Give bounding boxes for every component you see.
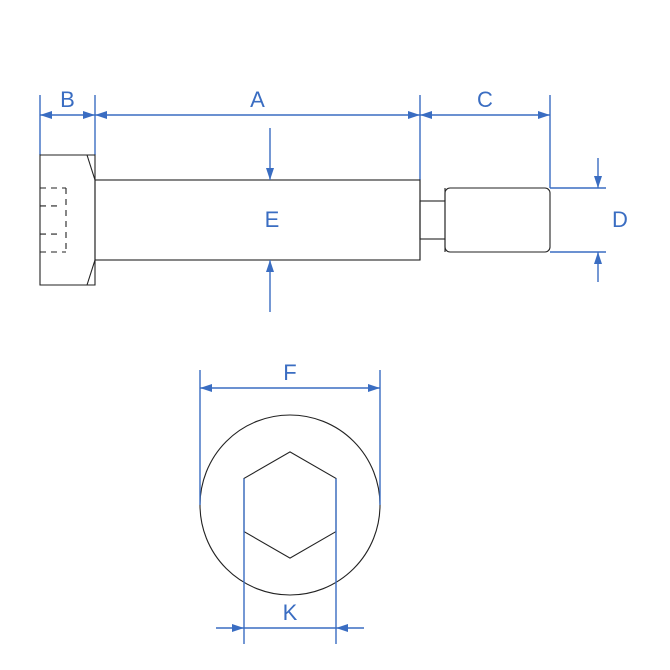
screw-shoulder-outline [95, 180, 420, 260]
dim-label-D: D [612, 207, 628, 232]
screw-neck-outline [420, 201, 445, 239]
screw-head-outline [40, 155, 95, 285]
hex-socket-outline [244, 452, 336, 558]
svg-text:C: C [477, 87, 493, 112]
svg-text:B: B [60, 87, 75, 112]
head-front-circle [200, 415, 380, 595]
svg-text:F: F [283, 360, 296, 385]
dim-label-E: E [265, 207, 280, 232]
screw-thread-outline [445, 188, 550, 252]
dim-label-K: K [283, 600, 298, 625]
svg-text:A: A [250, 87, 265, 112]
